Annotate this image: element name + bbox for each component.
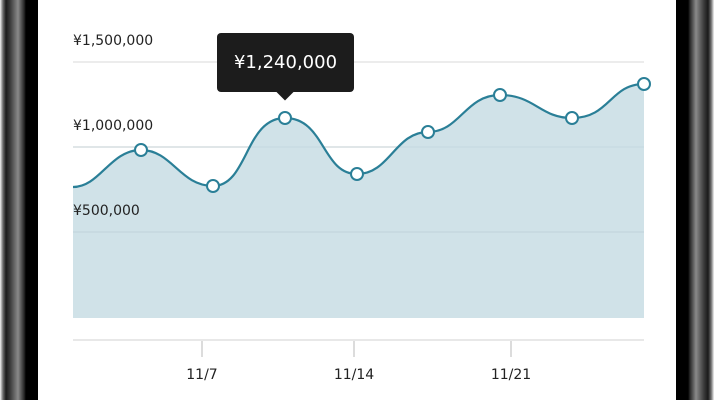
- data-point-marker[interactable]: [134, 143, 148, 157]
- tooltip-value: ¥1,240,000: [233, 52, 338, 73]
- x-axis-label: 11/7: [186, 367, 218, 383]
- x-axis-label: 11/21: [490, 367, 532, 383]
- device-bezel-right: [676, 0, 714, 400]
- data-point-marker[interactable]: [206, 179, 220, 193]
- y-axis-label: ¥500,000: [73, 203, 140, 219]
- data-point-marker[interactable]: [565, 111, 579, 125]
- device-bezel-left: [0, 0, 38, 400]
- data-point-marker[interactable]: [350, 167, 364, 181]
- x-axis-label: 11/14: [333, 367, 375, 383]
- y-axis-label: ¥1,500,000: [73, 33, 154, 49]
- data-point-marker-active[interactable]: [278, 111, 292, 125]
- value-tooltip: ¥1,240,000: [217, 33, 354, 92]
- data-point-marker[interactable]: [421, 125, 435, 139]
- area-fill: [73, 84, 644, 318]
- data-point-marker[interactable]: [493, 88, 507, 102]
- data-point-marker[interactable]: [637, 77, 651, 91]
- y-axis-label: ¥1,000,000: [73, 118, 154, 134]
